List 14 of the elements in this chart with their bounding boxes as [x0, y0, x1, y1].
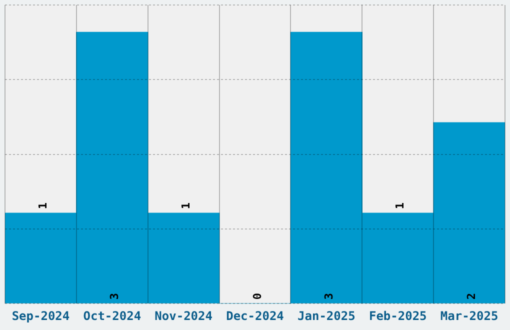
x-tick-label: Dec-2024	[226, 308, 284, 323]
x-tick-label: Oct-2024	[83, 308, 142, 323]
data-label: 1	[36, 202, 50, 210]
x-tick-label: Mar-2025	[440, 308, 498, 323]
x-tick-label: Feb-2025	[368, 308, 427, 323]
x-tick-label: Nov-2024	[154, 308, 212, 323]
data-label: 1	[179, 202, 192, 210]
data-label: 1	[394, 202, 407, 210]
x-tick-label: Jan-2025	[298, 308, 356, 323]
x-tick-label: Sep-2024	[12, 308, 70, 323]
data-label: 3	[108, 292, 121, 300]
data-label: 3	[322, 292, 336, 300]
data-label: 2	[465, 292, 478, 300]
data-label: 0	[250, 292, 264, 300]
